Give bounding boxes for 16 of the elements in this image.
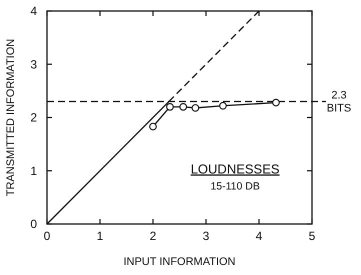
- y-tick-label: 4: [30, 4, 38, 18]
- y-tick-label: 3: [30, 57, 38, 72]
- x-tick-label: 2: [150, 229, 157, 243]
- y-axis-title: TRANSMITTED INFORMATION: [5, 38, 17, 196]
- x-tick-label: 3: [202, 229, 210, 243]
- x-tick-label: 1: [96, 229, 104, 243]
- y-tick-label: 0: [30, 217, 38, 232]
- x-tick-label: 5: [308, 229, 316, 243]
- x-tick-label: 0: [44, 229, 51, 243]
- annotation: LOUDNESSES: [190, 161, 280, 176]
- x-tick-label: 4: [256, 229, 263, 243]
- y-tick-label: 1: [30, 164, 38, 178]
- ref-line-label: 2.3 BITS: [326, 90, 352, 115]
- y-tick-label: 2: [30, 110, 38, 125]
- annotation: 15-110 DB: [210, 180, 260, 192]
- x-axis-title: INPUT INFORMATION: [123, 256, 236, 268]
